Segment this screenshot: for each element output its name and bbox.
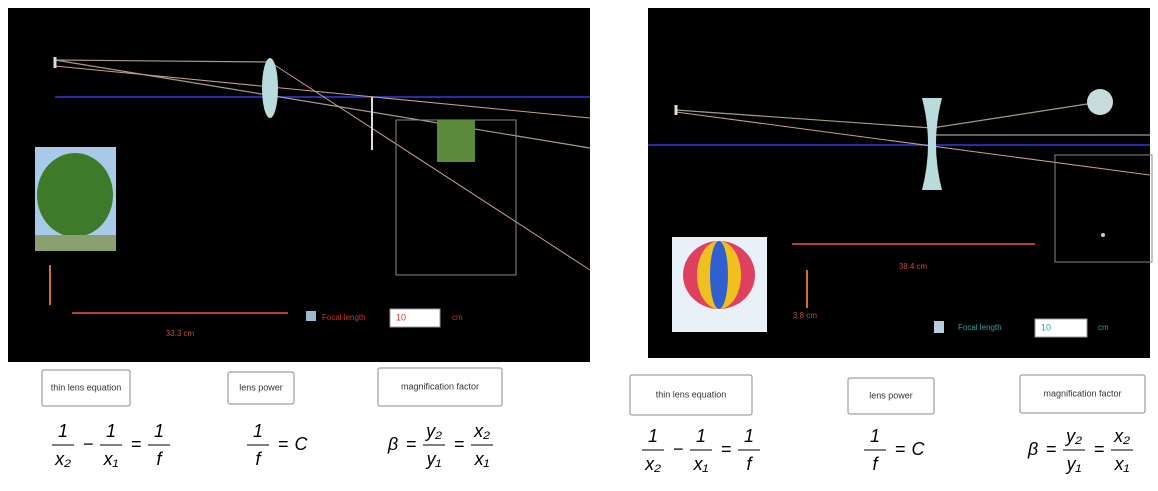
height-label: 3.8 cm <box>793 311 817 320</box>
button-label: lens power <box>239 382 283 392</box>
denominator: y₁ <box>425 449 442 469</box>
button-label: thin lens equation <box>656 389 727 399</box>
numerator: 1 <box>648 426 658 446</box>
button-label: thin lens equation <box>51 382 122 392</box>
denominator: f <box>872 454 879 474</box>
denominator: x₁ <box>103 449 119 469</box>
denominator: f <box>156 449 163 469</box>
image-balloon <box>1087 89 1113 115</box>
denominator: y₁ <box>1065 454 1082 474</box>
focal-unit: cm <box>452 313 463 322</box>
operator: β <box>1027 439 1038 459</box>
operator: = <box>895 439 906 459</box>
operator: = <box>1046 439 1057 459</box>
button-label: lens power <box>869 390 913 400</box>
denominator: x₂ <box>54 449 71 469</box>
image-dot <box>1101 233 1105 237</box>
numerator: 1 <box>253 421 263 441</box>
tree-crown <box>37 153 113 237</box>
operator: = <box>1094 439 1105 459</box>
denominator: x₂ <box>644 454 661 474</box>
numerator: 1 <box>870 426 880 446</box>
denominator: x₁ <box>1114 454 1130 474</box>
scale-label: 38.4 cm <box>899 262 928 271</box>
numerator: 1 <box>744 426 754 446</box>
operator: = <box>721 439 732 459</box>
operator: = <box>406 434 417 454</box>
focal-icon <box>306 311 316 321</box>
operator: = <box>131 434 142 454</box>
numerator: x₂ <box>1113 426 1130 446</box>
denominator: x₁ <box>474 449 490 469</box>
denominator: f <box>746 454 753 474</box>
operator: = <box>454 434 465 454</box>
button-label: magnification factor <box>1043 388 1121 398</box>
scale-label: 33.3 cm <box>166 329 195 338</box>
image-tree <box>437 120 475 162</box>
convex-lens[interactable] <box>262 58 278 118</box>
numerator: 1 <box>154 421 164 441</box>
numerator: 1 <box>696 426 706 446</box>
numerator: y₂ <box>1064 426 1082 446</box>
numerator: 1 <box>58 421 68 441</box>
numerator: 1 <box>106 421 116 441</box>
focal-value: 10 <box>1041 322 1051 332</box>
denominator: x₁ <box>693 454 709 474</box>
operator: C <box>295 434 309 454</box>
focal-length-label: Focal length <box>958 323 1002 332</box>
focal-length-label: Focal length <box>322 313 366 322</box>
right-simulation: 38.4 cm 3.8 cm Focal length 10 cm <box>648 8 1152 358</box>
focal-value: 10 <box>396 312 406 322</box>
operator: β <box>387 434 398 454</box>
operator: C <box>912 439 926 459</box>
focal-icon <box>934 321 944 333</box>
ground <box>35 235 116 251</box>
focal-unit: cm <box>1098 323 1109 332</box>
operator: − <box>673 439 684 459</box>
button-label: magnification factor <box>401 381 479 391</box>
screen: 33.3 cm Focal length 10 cm 38.4 cm 3.8 c… <box>0 0 1158 486</box>
balloon-stripe <box>710 241 728 309</box>
operator: − <box>83 434 94 454</box>
numerator: y₂ <box>424 421 442 441</box>
operator: = <box>278 434 289 454</box>
left-simulation: 33.3 cm Focal length 10 cm <box>8 8 590 362</box>
denominator: f <box>255 449 262 469</box>
numerator: x₂ <box>473 421 490 441</box>
